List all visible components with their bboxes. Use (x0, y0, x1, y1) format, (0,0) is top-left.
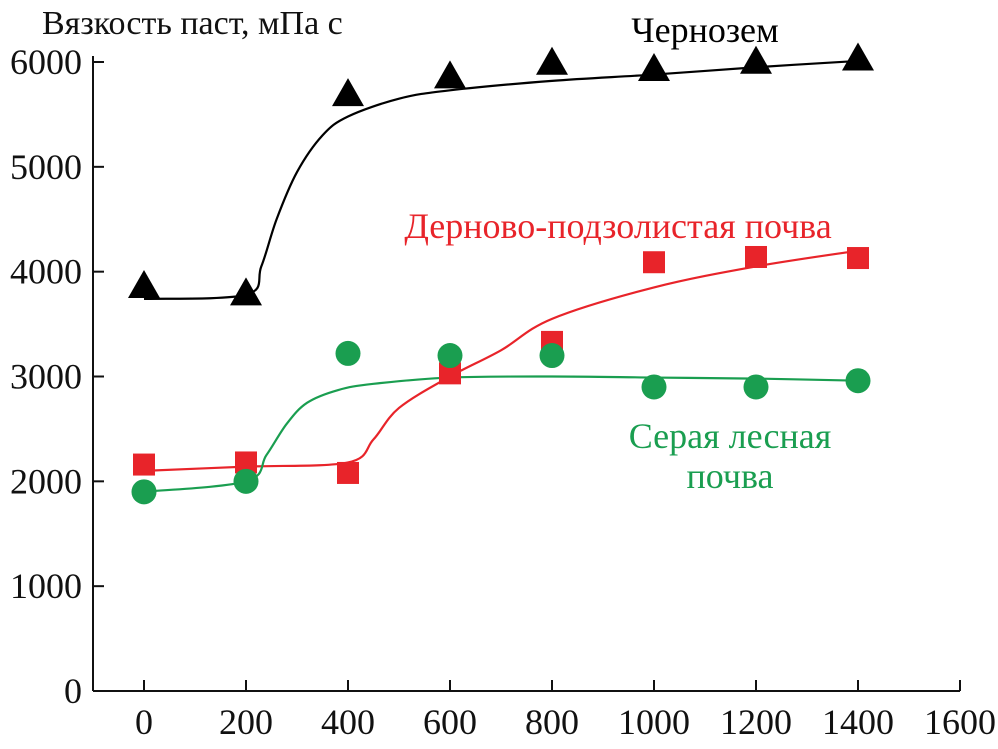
series-label-line: Серая лесная (629, 416, 832, 456)
axes: 0 1000 2000 3000 4000 5000 6000 0 200 400 600 800 10… (10, 42, 996, 742)
x-tick-label: 1200 (720, 702, 792, 742)
square-point (745, 245, 767, 268)
series-label: Чернозем (631, 10, 779, 50)
series-label-line: почва (687, 456, 774, 496)
square-point (337, 461, 359, 484)
fit-curve (143, 375, 859, 493)
square-point (133, 453, 155, 476)
y-tick-label: 5000 (10, 147, 82, 187)
series-label-line: Чернозем (631, 10, 779, 50)
y-tick-label: 0 (64, 671, 82, 711)
circle-point (845, 368, 871, 394)
y-tick-label: 3000 (10, 357, 82, 397)
square-point (439, 362, 461, 385)
triangle-point (434, 60, 466, 89)
triangle-point (842, 42, 874, 71)
x-tick-label: 1000 (618, 702, 690, 742)
circle-point (539, 343, 565, 369)
x-tick-label: 1400 (822, 702, 894, 742)
circle-point (131, 479, 157, 505)
data-points (128, 42, 874, 505)
series-label-line: Дерново-подзолистая почва (404, 206, 831, 246)
y-tick-label: 2000 (10, 461, 82, 501)
square-point (847, 247, 869, 270)
x-tick-label: 800 (525, 702, 579, 742)
y-tick-label: 6000 (10, 42, 82, 82)
circle-point (335, 340, 361, 366)
circle-point (641, 374, 667, 400)
x-tick-label: 0 (135, 702, 153, 742)
triangle-point (638, 53, 670, 82)
series-labels: Чернозем Дерново-подзолистая почва Серая л… (404, 10, 831, 496)
series-label: Серая лесная почва (629, 416, 832, 496)
circle-point (233, 468, 259, 494)
x-tick-label: 200 (219, 702, 273, 742)
x-tick-label: 1600 (924, 702, 996, 742)
x-tick-label: 600 (423, 702, 477, 742)
circle-point (437, 343, 463, 369)
square-point (643, 251, 665, 274)
circle-point (743, 374, 769, 400)
triangle-point (230, 277, 262, 306)
triangle-point (332, 78, 364, 107)
fit-curve (143, 59, 859, 301)
triangle-point (536, 46, 568, 75)
triangle-point (128, 270, 160, 299)
y-tick-label: 1000 (10, 566, 82, 606)
x-tick-label: 400 (321, 702, 375, 742)
triangle-point (740, 45, 772, 74)
y-axis-label: Вязкость паст, мПа с (42, 5, 343, 42)
y-tick-label: 4000 (10, 252, 82, 292)
series-label: Дерново-подзолистая почва (404, 206, 831, 246)
square-point (235, 451, 257, 474)
